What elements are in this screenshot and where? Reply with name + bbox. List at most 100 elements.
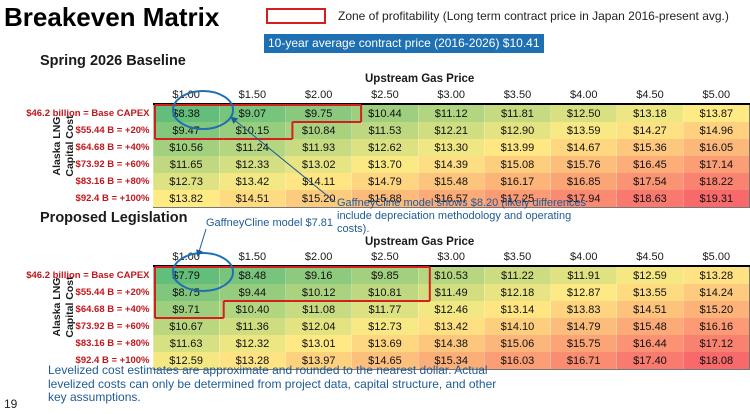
- row-label: $46.2 billion = Base CAPEX: [26, 107, 150, 119]
- matrix-row: $46.2 billion = Base CAPEX $8.38 $9.07 $9.7…: [0, 104, 750, 122]
- matrix-cell: $13.30: [417, 139, 485, 156]
- matrix-cell: $19.31: [682, 190, 750, 208]
- matrix-cell: $17.40: [616, 352, 684, 370]
- column-header-1: $1.50: [219, 86, 286, 105]
- matrix-cell: $14.27: [616, 122, 684, 139]
- matrix-cell: $14.79: [550, 318, 617, 335]
- matrix-cell: $13.28: [682, 266, 750, 284]
- gaffney-bottom-callout: GaffneyCline model $7.81: [206, 217, 333, 229]
- matrix-cell: $9.71: [152, 301, 220, 318]
- matrix-cell: $8.38: [152, 104, 220, 122]
- matrix-cell: $14.38: [417, 335, 485, 352]
- column-header-6: $4.00: [550, 86, 617, 105]
- matrix-cell: $11.93: [285, 139, 352, 156]
- matrix-cell: $12.59: [616, 266, 684, 284]
- matrix-row: $55.44 B = +20% $8.75 $9.44 $10.12 $10.81 $11…: [0, 284, 750, 301]
- matrix-cell: $11.08: [285, 301, 352, 318]
- matrix-cell: $14.65: [351, 352, 419, 370]
- matrix-cell: $10.84: [285, 122, 352, 139]
- matrix-cell: $12.32: [218, 335, 286, 352]
- matrix-cell: $9.44: [218, 284, 286, 301]
- matrix-cell: $14.96: [682, 122, 750, 139]
- matrix-cell: $14.79: [351, 173, 419, 190]
- matrix-cell: $11.12: [417, 104, 485, 122]
- matrix-cell: $10.15: [218, 122, 286, 139]
- column-header-0: $1.00: [153, 248, 220, 267]
- matrix-cell: $13.18: [616, 104, 684, 122]
- matrix-cell: $12.50: [550, 104, 617, 122]
- matrix-cell: $16.85: [550, 173, 617, 190]
- matrix-row: $73.92 B = +60% $11.65 $12.33 $13.02 $13.70 $…: [0, 156, 750, 173]
- matrix-cell: $15.06: [483, 335, 551, 352]
- matrix-cell: $17.14: [682, 156, 750, 173]
- matrix-cell: $13.69: [351, 335, 419, 352]
- matrix-cell: $12.87: [550, 284, 617, 301]
- matrix-cell: $16.05: [682, 139, 750, 156]
- matrix-cell: $16.17: [483, 173, 551, 190]
- matrix-cell: $16.57: [417, 190, 485, 208]
- matrix-cell: $14.11: [285, 173, 352, 190]
- matrix-cell: $11.91: [550, 266, 617, 284]
- matrix-cell: $12.18: [483, 284, 551, 301]
- matrix-cell: $13.14: [483, 301, 551, 318]
- matrix-cell: $11.49: [417, 284, 485, 301]
- matrix-cell: $11.77: [351, 301, 419, 318]
- page-number: 19: [4, 397, 18, 411]
- column-header-7: $4.50: [616, 86, 684, 105]
- matrix-row: $46.2 billion = Base CAPEX $7.79 $8.48 $9.1…: [0, 266, 750, 284]
- matrix-cell: $13.01: [285, 335, 352, 352]
- matrix-cell: $9.47: [152, 122, 220, 139]
- row-header-spacer: [0, 248, 153, 266]
- matrix-cell: $12.73: [152, 173, 220, 190]
- matrix-cell: $15.08: [483, 156, 551, 173]
- matrix-cell: $8.48: [218, 266, 286, 284]
- matrix-cell: $18.63: [616, 190, 684, 208]
- matrix-row: $73.92 B = +60% $10.67 $11.36 $12.04 $12.73 $…: [0, 318, 750, 335]
- matrix-cell: $11.65: [152, 156, 220, 173]
- matrix-cell: $13.82: [152, 190, 220, 208]
- matrix-cell: $13.28: [218, 352, 286, 370]
- matrix-cell: $16.03: [483, 352, 551, 370]
- row-label: $83.16 B = +80%: [75, 338, 150, 349]
- matrix-cell: $13.02: [285, 156, 352, 173]
- legislation-section-title: Proposed Legislation: [40, 210, 188, 226]
- matrix-cell: $17.94: [550, 190, 617, 208]
- matrix-cell: $10.53: [417, 266, 485, 284]
- matrix-cell: $10.44: [351, 104, 419, 122]
- matrix-row: $83.16 B = +80% $11.63 $12.32 $13.01 $13.69 $…: [0, 335, 750, 352]
- matrix-cell: $17.25: [483, 190, 551, 208]
- column-header-5: $3.50: [484, 86, 551, 105]
- matrix-cell: $12.33: [218, 156, 286, 173]
- matrix-cell: $16.16: [682, 318, 750, 335]
- matrix-cell: $9.07: [218, 104, 286, 122]
- column-header-0: $1.00: [153, 86, 220, 105]
- matrix-row: $64.68 B = +40% $10.56 $11.24 $11.93 $12.62 $…: [0, 139, 750, 156]
- matrix-cell: $10.56: [152, 139, 220, 156]
- matrix-cell: $13.59: [550, 122, 617, 139]
- matrix-cell: $15.48: [616, 318, 684, 335]
- row-label: $73.92 B = +60%: [75, 159, 150, 170]
- matrix-cell: $12.90: [483, 122, 551, 139]
- matrix-cell: $12.04: [285, 318, 352, 335]
- page-title: Breakeven Matrix: [4, 2, 220, 32]
- matrix-cell: $13.42: [417, 318, 485, 335]
- column-header-3: $2.50: [351, 248, 419, 267]
- row-label: $55.44 B = +20%: [75, 287, 150, 298]
- row-header-spacer: [0, 86, 153, 104]
- matrix-cell: $10.40: [218, 301, 286, 318]
- matrix-cell: $12.21: [417, 122, 485, 139]
- column-header-2: $2.00: [285, 86, 352, 105]
- average-price-banner: 10-year average contract price (2016-202…: [264, 34, 544, 53]
- matrix-cell: $11.63: [152, 335, 220, 352]
- baseline-section-title: Spring 2026 Baseline: [40, 53, 186, 69]
- profitability-legend-label: Zone of profitability (Long term contrac…: [338, 9, 729, 23]
- matrix-cell: $16.71: [550, 352, 617, 370]
- matrix-cell: $13.83: [550, 301, 617, 318]
- row-label: $92.4 B = +100%: [75, 355, 150, 367]
- column-header-1: $1.50: [219, 248, 286, 267]
- matrix-cell: $12.59: [152, 352, 220, 370]
- matrix-cell: $15.48: [417, 173, 485, 190]
- profitability-legend-swatch: [266, 8, 326, 24]
- matrix-cell: $10.12: [285, 284, 352, 301]
- matrix-cell: $8.75: [152, 284, 220, 301]
